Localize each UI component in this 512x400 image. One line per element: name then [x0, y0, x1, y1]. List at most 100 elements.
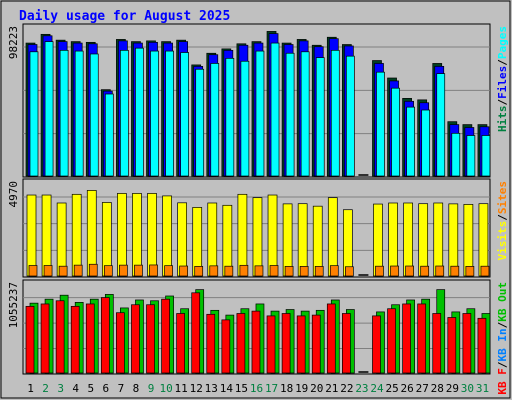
x-tick-label: 4 [72, 382, 79, 395]
bar-pages [466, 135, 476, 177]
legend-kbytes: KB F/KB In/KB Out [496, 282, 509, 395]
legend-entry: KB In [496, 328, 509, 361]
bar-visits [312, 205, 323, 277]
bar-pages [270, 42, 280, 177]
x-tick-label: 11 [175, 382, 188, 395]
bar-visits [267, 194, 278, 277]
bar-kbf [326, 303, 336, 374]
bar-visits [282, 203, 293, 277]
bar-kbf [25, 305, 35, 374]
bar-kbf [296, 315, 306, 374]
bar-kbf [462, 313, 472, 374]
bar-kbf [131, 304, 140, 374]
bar-pages [376, 71, 385, 177]
x-tick-label: 10 [159, 382, 172, 395]
x-tick-label: 21 [325, 382, 338, 395]
bar-pages [240, 60, 250, 177]
bar-kbf [342, 313, 351, 374]
bar-pages [421, 109, 431, 177]
x-axis-day-labels: 1 2 3 4 5 6 7 8 9 10 11 12 13 14 15 16 17 18 19 20 21 22 23 24 2… [27, 382, 489, 395]
bar-sites [329, 265, 339, 277]
x-tick-label: 5 [87, 382, 94, 395]
bar-visits [192, 207, 203, 277]
bar-pages [150, 50, 159, 177]
bar-visits [237, 193, 248, 277]
bar-sites [239, 264, 249, 277]
bar-visits [207, 202, 218, 277]
legend-entry: Pages [496, 26, 509, 59]
bar-kbf [161, 298, 170, 374]
chart-panels: 98223Hits/Files/Pages4970Visits/Sites105… [7, 23, 509, 395]
legend-entry: Files [496, 66, 509, 99]
bar-pages [195, 68, 205, 177]
bar-pages [210, 63, 220, 177]
bar-kbf [191, 292, 201, 374]
bar-pages [346, 55, 355, 177]
legend-entry: / [496, 99, 509, 106]
bar-sites [88, 263, 98, 277]
bar-sites [179, 265, 188, 277]
bar-sites [375, 265, 384, 277]
bar-visits [56, 202, 67, 277]
x-tick-label: 7 [118, 382, 125, 395]
x-tick-label: 13 [205, 382, 218, 395]
bar-visits [71, 193, 82, 277]
x-tick-label: 19 [295, 382, 308, 395]
bar-pages [406, 106, 415, 177]
panel-visits: 4970 Visits/Sites [7, 178, 509, 278]
bar-kbf [417, 303, 427, 374]
x-tick-label: 12 [190, 382, 203, 395]
bar-pages [89, 53, 99, 177]
x-tick-label: 27 [416, 382, 429, 395]
legend-entry: KB F [496, 368, 509, 395]
bar-kbf [251, 310, 261, 374]
bar-visits [117, 193, 127, 277]
x-tick-label: 1 [27, 382, 34, 395]
bar-visits [132, 193, 142, 277]
x-tick-label: 16 [250, 382, 263, 395]
bar-sites [480, 265, 490, 277]
bar-visits [86, 190, 97, 277]
bar-pages [300, 51, 310, 177]
bar-sites [284, 266, 294, 277]
bar-sites [269, 265, 279, 277]
bar-kbf [100, 297, 110, 374]
bar-visits [327, 197, 338, 277]
bar-sites [194, 266, 204, 277]
bar-pages [29, 51, 39, 177]
bar-visits [433, 202, 444, 277]
x-tick-label: 17 [265, 382, 278, 395]
bar-sites [345, 266, 354, 277]
legend-visits: Visits/Sites [496, 181, 509, 261]
bar-visits [252, 197, 263, 277]
x-tick-label: 6 [103, 382, 110, 395]
bar-pages [180, 52, 189, 177]
bar-sites [73, 264, 83, 277]
bar-pages [44, 41, 54, 177]
bar-sites [209, 265, 219, 277]
x-tick-label: 25 [385, 382, 398, 395]
bar-sites [224, 265, 234, 277]
bar-visits [162, 195, 172, 277]
bar-sites [465, 266, 475, 277]
bar-sites [134, 264, 143, 277]
bar-visits [403, 202, 413, 277]
bar-visits [177, 202, 187, 277]
bar-sites [58, 265, 68, 277]
chart-title: Daily usage for August 2025 [19, 9, 230, 24]
bar-visits [147, 193, 157, 277]
bar-pages [451, 132, 461, 177]
y-max-label-hits: 98223 [7, 26, 20, 59]
x-tick-label: 9 [148, 382, 155, 395]
bar-kbf [477, 317, 487, 374]
bar-kbf [85, 303, 95, 374]
bar-pages [120, 49, 129, 177]
bar-visits [297, 203, 308, 277]
bar-kbf [176, 313, 185, 374]
bar-visits [26, 194, 37, 277]
bar-pages [436, 73, 446, 177]
bar-sites [164, 265, 173, 277]
